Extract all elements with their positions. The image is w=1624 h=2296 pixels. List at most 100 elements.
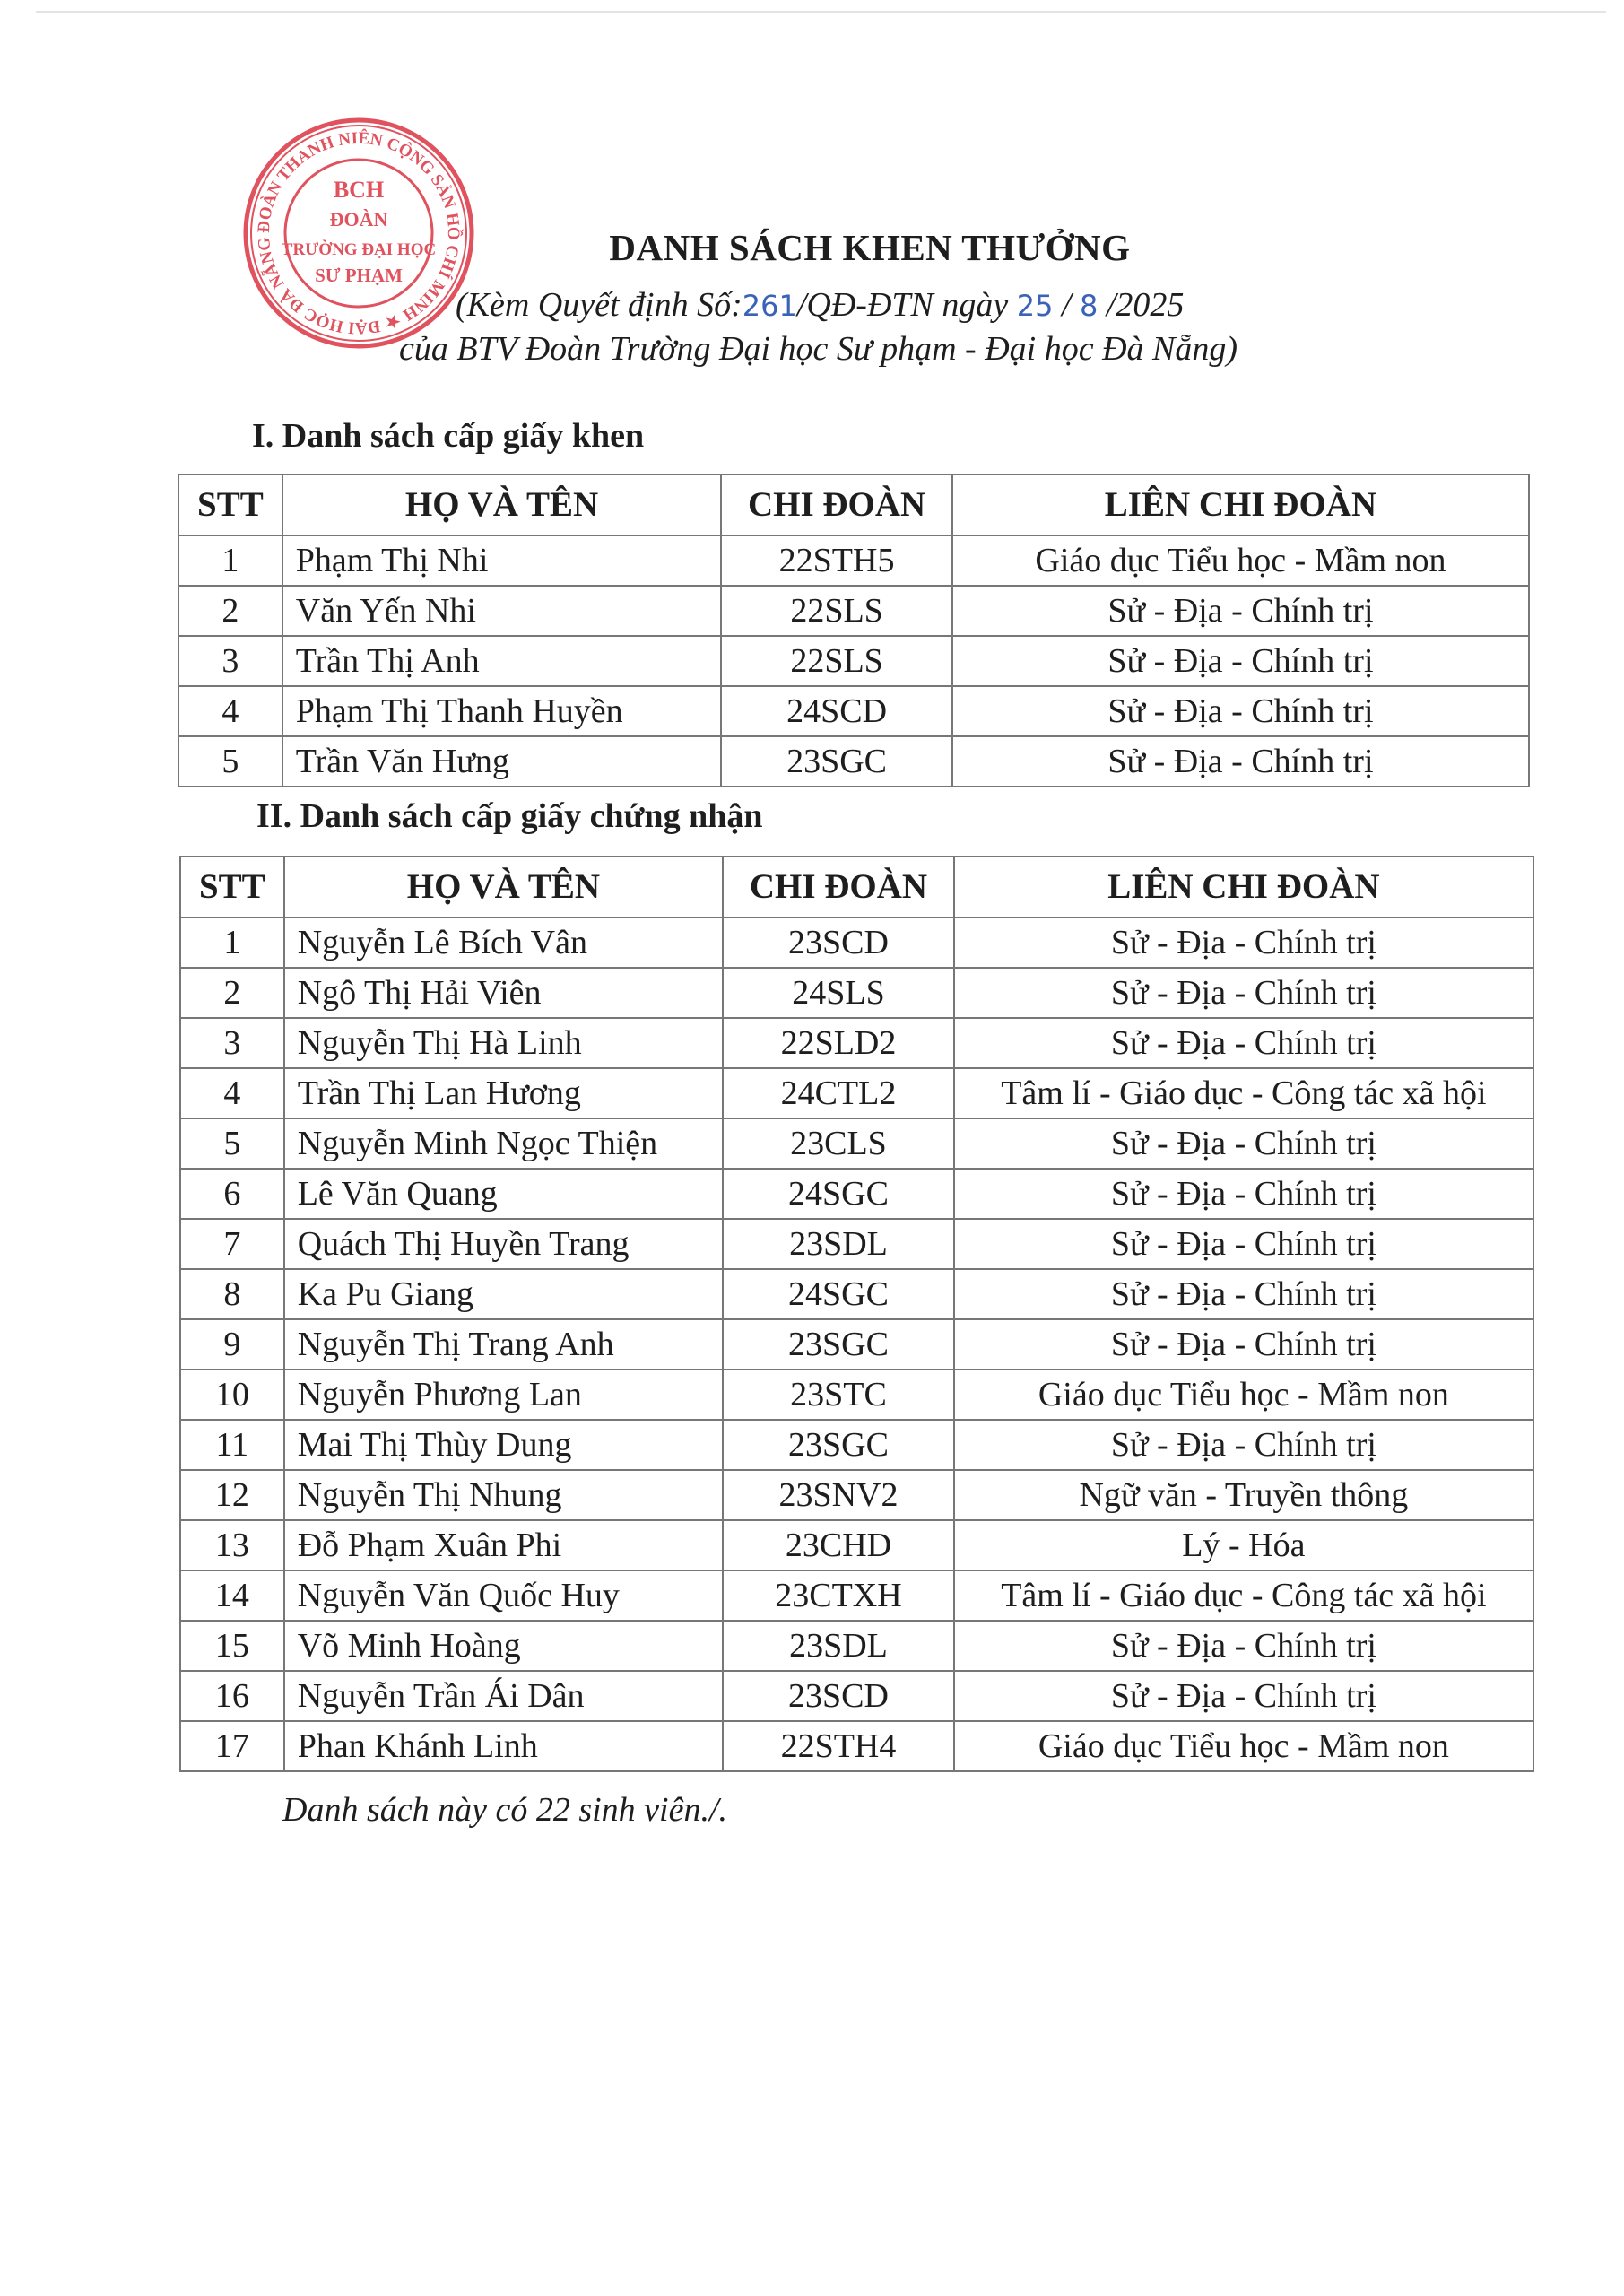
name-cell: Quách Thị Huyền Trang <box>282 1218 725 1270</box>
table-row: 8 Ka Pu Giang 24SGC Sử - Địa - Chính trị <box>179 1268 1535 1320</box>
chi-doan-cell: 24SGC <box>722 1168 955 1220</box>
decision-year: /2025 <box>1098 286 1185 324</box>
name-cell: Phạm Thị Thanh Huyền <box>281 685 723 737</box>
lien-chi-doan-cell: Giáo dục Tiểu học - Mầm non <box>952 1369 1535 1421</box>
chi-doan-cell: 24CTL2 <box>722 1067 955 1119</box>
certificate-table: STT HỌ VÀ TÊN CHI ĐOÀN LIÊN CHI ĐOÀN 1 Nguyễn… <box>179 856 1535 1772</box>
name-cell: Lê Văn Quang <box>282 1168 725 1220</box>
stt-cell: 4 <box>178 685 283 737</box>
table-row: 3 Trần Thị Anh 22SLS Sử - Địa - Chính trị <box>178 635 1531 687</box>
lien-chi-doan-cell: Sử - Địa - Chính trị <box>952 1419 1535 1471</box>
name-cell: Trần Văn Hưng <box>281 735 723 787</box>
document-title: DANH SÁCH KHEN THƯỞNG <box>609 227 1131 268</box>
chi-doan-cell: 23CHD <box>722 1519 955 1571</box>
name-cell: Trần Thị Anh <box>281 635 723 687</box>
lien-chi-doan-cell: Sử - Địa - Chính trị <box>952 1620 1535 1672</box>
lien-chi-doan-cell: Sử - Địa - Chính trị <box>952 917 1535 969</box>
name-cell: Nguyễn Văn Quốc Huy <box>282 1570 725 1622</box>
chi-doan-cell: 23SDL <box>722 1620 955 1672</box>
stamp-line: BCH <box>334 177 384 203</box>
lien-chi-doan-cell: Sử - Địa - Chính trị <box>951 635 1531 687</box>
stt-cell: 1 <box>179 917 285 969</box>
table-header-row: STT HỌ VÀ TÊN CHI ĐOÀN LIÊN CHI ĐOÀN <box>178 474 1531 536</box>
stt-cell: 17 <box>179 1720 285 1772</box>
stt-cell: 13 <box>179 1519 285 1571</box>
issuer-line: của BTV Đoàn Trường Đại học Sư phạm - Đạ… <box>399 330 1238 368</box>
table-header-row: STT HỌ VÀ TÊN CHI ĐOÀN LIÊN CHI ĐOÀN <box>179 856 1535 918</box>
column-header: LIÊN CHI ĐOÀN <box>951 474 1531 536</box>
name-cell: Nguyễn Phương Lan <box>282 1369 725 1421</box>
lien-chi-doan-cell: Sử - Địa - Chính trị <box>951 735 1531 787</box>
decision-month: 8 <box>1080 289 1099 323</box>
lien-chi-doan-cell: Tâm lí - Giáo dục - Công tác xã hội <box>952 1570 1535 1622</box>
stamp-line: TRƯỜNG ĐẠI HỌC <box>282 239 436 259</box>
name-cell: Nguyễn Minh Ngọc Thiện <box>282 1118 725 1170</box>
name-cell: Nguyễn Trần Ái Dân <box>282 1670 725 1722</box>
lien-chi-doan-cell: Sử - Địa - Chính trị <box>952 1268 1535 1320</box>
stt-cell: 14 <box>179 1570 285 1622</box>
table-row: 15 Võ Minh Hoàng 23SDL Sử - Địa - Chính trị <box>179 1620 1535 1672</box>
chi-doan-cell: 22STH4 <box>722 1720 955 1772</box>
table-row: 6 Lê Văn Quang 24SGC Sử - Địa - Chính trị <box>179 1168 1535 1220</box>
column-header: STT <box>179 856 285 918</box>
award-table: STT HỌ VÀ TÊN CHI ĐOÀN LIÊN CHI ĐOÀN 1 Phạm T… <box>178 474 1531 787</box>
column-header: CHI ĐOÀN <box>720 474 953 536</box>
table-row: 11 Mai Thị Thùy Dung 23SGC Sử - Địa - Chính… <box>179 1419 1535 1471</box>
table-row: 10 Nguyễn Phương Lan 23STC Giáo dục Tiểu họ… <box>179 1369 1535 1421</box>
table-row: 5 Nguyễn Minh Ngọc Thiện 23CLS Sử - Địa - C… <box>179 1118 1535 1170</box>
lien-chi-doan-cell: Sử - Địa - Chính trị <box>952 1017 1535 1069</box>
name-cell: Ngô Thị Hải Viên <box>282 967 725 1019</box>
table-row: 17 Phan Khánh Linh 22STH4 Giáo dục Tiểu học… <box>179 1720 1535 1772</box>
stt-cell: 6 <box>179 1168 285 1220</box>
stt-cell: 11 <box>179 1419 285 1471</box>
stamp-line: SƯ PHẠM <box>315 265 403 286</box>
chi-doan-cell: 24SCD <box>720 685 953 737</box>
lien-chi-doan-cell: Lý - Hóa <box>952 1519 1535 1571</box>
name-cell: Nguyễn Thị Hà Linh <box>282 1017 725 1069</box>
chi-doan-cell: 23SGC <box>720 735 953 787</box>
stt-cell: 8 <box>179 1268 285 1320</box>
stt-cell: 3 <box>179 1017 285 1069</box>
name-cell: Trần Thị Lan Hương <box>282 1067 725 1119</box>
name-cell: Nguyễn Lê Bích Vân <box>282 917 725 969</box>
stt-cell: 16 <box>179 1670 285 1722</box>
chi-doan-cell: 23SCD <box>722 917 955 969</box>
official-stamp: ĐOÀN THANH NIÊN CỘNG SẢN HỒ CHÍ MINH ★ Đ… <box>240 115 474 349</box>
section-1-heading: I. Danh sách cấp giấy khen <box>252 417 645 455</box>
chi-doan-cell: 22SLD2 <box>722 1017 955 1069</box>
chi-doan-cell: 22SLS <box>720 635 953 687</box>
table-row: 14 Nguyễn Văn Quốc Huy 23CTXH Tâm lí - Giáo… <box>179 1570 1535 1622</box>
name-cell: Phan Khánh Linh <box>282 1720 725 1772</box>
name-cell: Ka Pu Giang <box>282 1268 725 1320</box>
lien-chi-doan-cell: Giáo dục Tiểu học - Mầm non <box>952 1720 1535 1772</box>
lien-chi-doan-cell: Sử - Địa - Chính trị <box>952 1670 1535 1722</box>
stt-cell: 9 <box>179 1318 285 1370</box>
table-row: 16 Nguyễn Trần Ái Dân 23SCD Sử - Địa - Chín… <box>179 1670 1535 1722</box>
stt-cell: 1 <box>178 535 283 587</box>
name-cell: Nguyễn Thị Trang Anh <box>282 1318 725 1370</box>
table-row: 3 Nguyễn Thị Hà Linh 22SLD2 Sử - Địa - Chín… <box>179 1017 1535 1069</box>
stt-cell: 5 <box>179 1118 285 1170</box>
lien-chi-doan-cell: Sử - Địa - Chính trị <box>952 1218 1535 1270</box>
column-header: CHI ĐOÀN <box>722 856 955 918</box>
lien-chi-doan-cell: Sử - Địa - Chính trị <box>952 1168 1535 1220</box>
lien-chi-doan-cell: Sử - Địa - Chính trị <box>952 1118 1535 1170</box>
column-header: HỌ VÀ TÊN <box>281 474 723 536</box>
lien-chi-doan-cell: Tâm lí - Giáo dục - Công tác xã hội <box>952 1067 1535 1119</box>
column-header: LIÊN CHI ĐOÀN <box>952 856 1535 918</box>
stamp-line: ĐOÀN <box>330 208 388 230</box>
stt-cell: 15 <box>179 1620 285 1672</box>
table-row: 12 Nguyễn Thị Nhung 23SNV2 Ngữ văn - Truyền… <box>179 1469 1535 1521</box>
stt-cell: 2 <box>179 967 285 1019</box>
stt-cell: 5 <box>178 735 283 787</box>
chi-doan-cell: 23CLS <box>722 1118 955 1170</box>
table-row: 4 Phạm Thị Thanh Huyền 24SCD Sử - Địa - Chí… <box>178 685 1531 737</box>
table-row: 1 Nguyễn Lê Bích Vân 23SCD Sử - Địa - Chính… <box>179 917 1535 969</box>
name-cell: Võ Minh Hoàng <box>282 1620 725 1672</box>
decision-day: 25 <box>1016 289 1054 323</box>
table-row: 2 Văn Yến Nhi 22SLS Sử - Địa - Chính trị <box>178 585 1531 637</box>
lien-chi-doan-cell: Sử - Địa - Chính trị <box>951 585 1531 637</box>
name-cell: Nguyễn Thị Nhung <box>282 1469 725 1521</box>
chi-doan-cell: 23SCD <box>722 1670 955 1722</box>
table-row: 5 Trần Văn Hưng 23SGC Sử - Địa - Chính trị <box>178 735 1531 787</box>
